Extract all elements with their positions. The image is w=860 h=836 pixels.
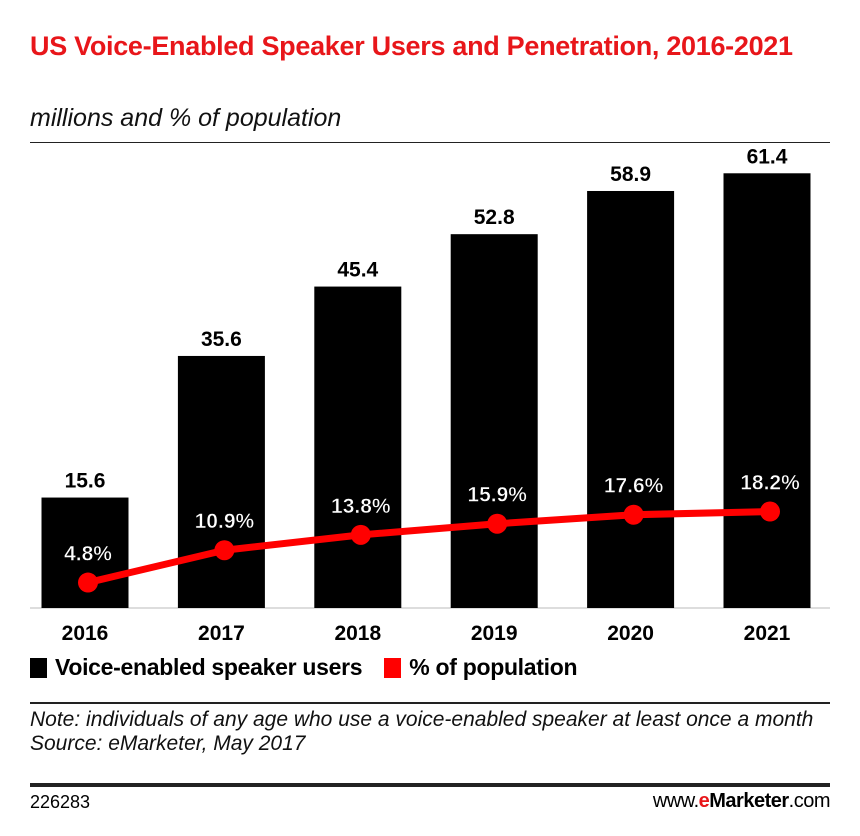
x-tick-label-2017: 2017 [198,622,245,645]
bar-label-2021: 61.4 [747,145,788,168]
logo-brand: Marketer [709,790,789,812]
population-point-2018 [350,524,371,545]
legend-label-users: Voice-enabled speaker users [55,654,363,680]
bar-2020 [587,190,675,608]
population-label-2021: 18.2% [740,472,800,495]
bar-label-2017: 35.6 [201,328,242,351]
population-point-2016 [78,572,98,593]
divider [30,702,830,704]
population-label-2018: 13.8% [331,495,391,518]
legend-label-population: % of population [409,654,578,680]
legend: Voice-enabled speaker users % of populat… [30,654,578,681]
emarketer-logo: www.eMarketer.com [652,790,831,813]
x-tick-label-2016: 2016 [62,622,109,645]
population-line [87,508,771,586]
bar-2021 [723,173,811,608]
bar-2017 [177,355,265,608]
bar-2019 [450,234,538,608]
bar-label-2016: 15.6 [65,470,106,493]
bar-label-2018: 45.4 [337,259,378,282]
population-point-2020 [623,504,644,525]
note-text: Note: individuals of any age who use a v… [30,708,814,731]
population-point-2017 [214,540,235,561]
bar-label-2020: 58.9 [610,163,651,186]
chart-title: US Voice-Enabled Speaker Users and Penet… [30,31,793,61]
note: Note: individuals of any age who use a v… [30,708,830,756]
population-label-2020: 17.6% [604,475,664,498]
chart-plot: 15.6 2016 35.6 2017 45.4 2018 52.8 2019 58.9 2020… [30,145,830,645]
population-point-2019 [487,513,508,534]
bar-label-2019: 52.8 [474,206,515,229]
population-label-2016: 4.8% [64,543,112,566]
population-label-2019: 15.9% [467,484,527,507]
population-point-2021 [760,501,780,522]
legend-swatch-population [384,657,402,678]
divider-thick [30,783,830,787]
x-tick-label-2021: 2021 [744,622,791,645]
chart-id: 226283 [30,792,91,812]
source-text: Source: eMarketer, May 2017 [30,732,306,755]
chart-subtitle: millions and % of population [30,104,342,132]
divider [30,142,830,143]
logo-e: e [698,790,710,812]
x-tick-label-2018: 2018 [334,622,381,645]
logo-prefix: www. [652,790,699,812]
x-tick-label-2020: 2020 [607,622,654,645]
bar-2018 [314,286,402,608]
legend-swatch-users [30,657,47,678]
population-label-2017: 10.9% [195,510,255,533]
x-tick-label-2019: 2019 [471,622,518,645]
logo-suffix: .com [788,790,831,812]
